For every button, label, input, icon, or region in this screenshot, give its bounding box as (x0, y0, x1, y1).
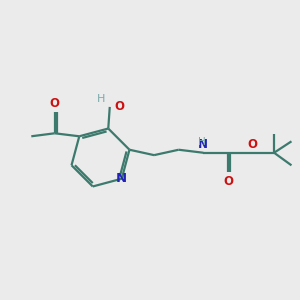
Text: N: N (198, 138, 208, 151)
Text: H: H (198, 137, 206, 147)
Text: O: O (223, 175, 233, 188)
Text: O: O (114, 100, 124, 113)
Text: N: N (116, 172, 127, 185)
Text: H: H (97, 94, 106, 103)
Text: O: O (50, 97, 60, 110)
Text: O: O (248, 138, 257, 151)
